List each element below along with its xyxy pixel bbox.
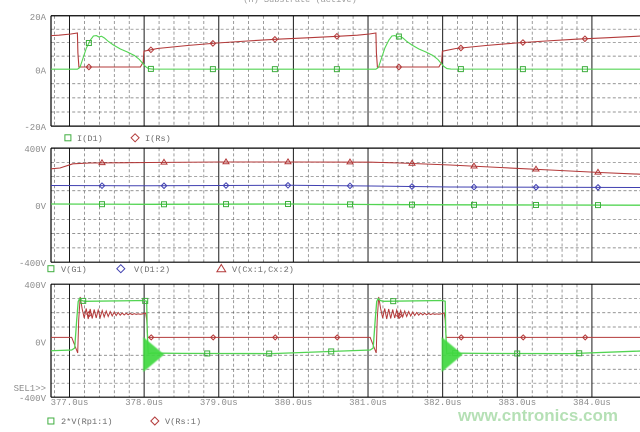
svg-text:-400V: -400V (19, 394, 47, 404)
svg-text:V(Cx:1,Cx:2): V(Cx:1,Cx:2) (232, 265, 294, 275)
svg-text:379.0us: 379.0us (200, 398, 238, 408)
svg-text:I(Rs): I(Rs) (145, 134, 171, 144)
svg-text:I(D1): I(D1) (77, 134, 103, 144)
svg-text:400V: 400V (24, 281, 46, 291)
svg-text:400V: 400V (24, 145, 46, 155)
svg-text:SEL1>>: SEL1>> (14, 384, 46, 394)
svg-text:381.0us: 381.0us (349, 398, 387, 408)
svg-text:382.0us: 382.0us (424, 398, 462, 408)
svg-text:380.0us: 380.0us (274, 398, 312, 408)
svg-text:2*V(Rp1:1): 2*V(Rp1:1) (61, 417, 113, 427)
svg-text:V(G1): V(G1) (61, 265, 87, 275)
svg-text:0A: 0A (35, 67, 46, 77)
svg-text:V(Rs:1): V(Rs:1) (165, 417, 201, 427)
svg-text:378.0us: 378.0us (125, 398, 163, 408)
svg-text:20A: 20A (30, 13, 47, 23)
svg-text:-20A: -20A (24, 123, 46, 133)
svg-text:-400V: -400V (19, 259, 47, 269)
svg-text:(h) Substrate (active): (h) Substrate (active) (243, 0, 356, 5)
svg-text:377.0us: 377.0us (51, 398, 89, 408)
svg-text:V(D1:2): V(D1:2) (134, 265, 170, 275)
svg-text:0V: 0V (35, 202, 46, 212)
svg-text:0V: 0V (35, 338, 46, 348)
